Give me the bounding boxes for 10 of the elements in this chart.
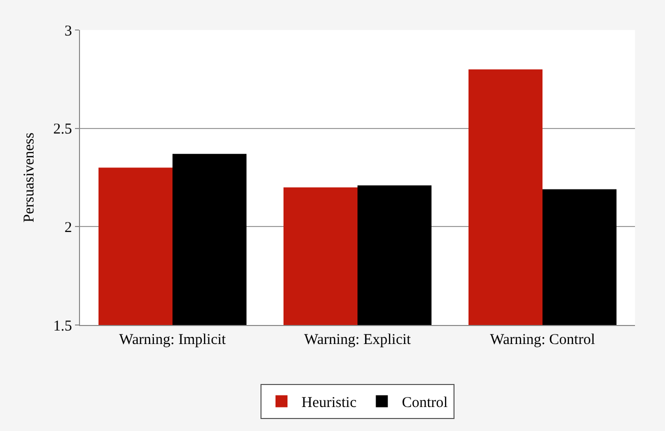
x-tick-label: Warning: Explicit <box>304 332 412 348</box>
legend-label: Control <box>402 395 448 412</box>
y-axis-title: Persuasiveness <box>22 132 38 222</box>
y-tick-label: 1.5 <box>53 318 72 334</box>
y-tick-label: 3 <box>64 23 72 40</box>
legend-label: Heuristic <box>302 395 357 412</box>
y-tick-label: 2 <box>64 220 72 236</box>
x-tick-label: Warning: Control <box>490 332 596 348</box>
y-tick-label: 2.5 <box>53 122 72 138</box>
x-tick-label: Warning: Implicit <box>119 332 227 348</box>
